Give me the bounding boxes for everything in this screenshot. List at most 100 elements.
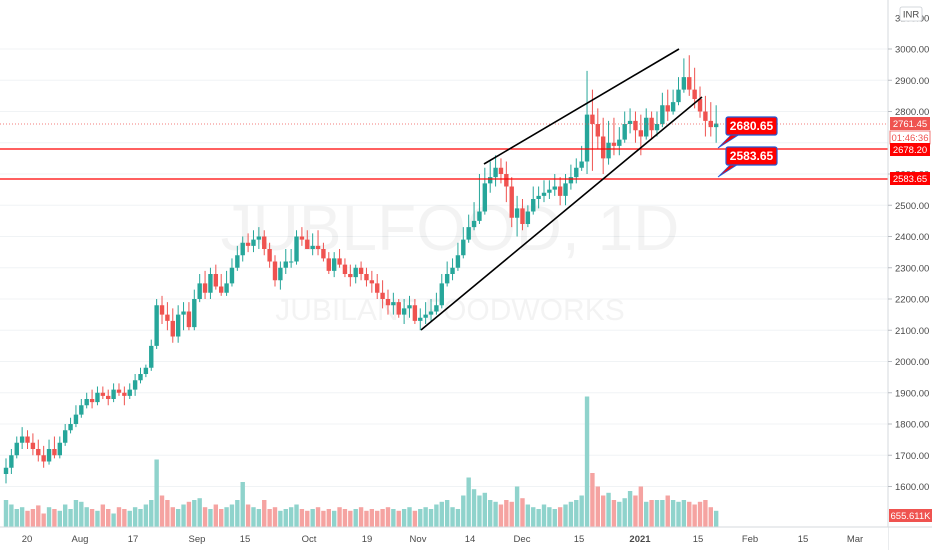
volume-bar [482, 492, 488, 527]
candle-body [310, 245, 315, 249]
candle [181, 302, 186, 331]
volume-bar [197, 498, 202, 527]
candle-body [132, 380, 138, 390]
price-tick-label: 1700.00 [895, 451, 929, 462]
volume-bar [149, 500, 154, 527]
volume-bar [181, 504, 186, 527]
volume-bar [111, 513, 116, 527]
candle [251, 230, 256, 253]
candle-body [444, 274, 450, 284]
candle [262, 230, 267, 256]
volume-bar [525, 504, 531, 527]
candle-body [138, 374, 143, 381]
candle [143, 364, 149, 378]
price-tick-label: 3000.00 [895, 45, 929, 56]
volume-bar [692, 504, 697, 527]
volume-bar [574, 500, 579, 527]
volume-bar [509, 501, 514, 527]
candle [434, 292, 439, 315]
candle-body [369, 280, 375, 284]
candle-body [9, 455, 14, 468]
candle-body [240, 242, 245, 256]
candle-body [396, 302, 401, 315]
candle [62, 424, 68, 446]
currency-button[interactable]: INR [899, 6, 923, 22]
volume-bar [455, 509, 461, 527]
candle-body [19, 436, 25, 443]
callout-2[interactable]: 2583.65 [717, 146, 778, 178]
candle-body [315, 245, 321, 249]
volume-bar [358, 507, 364, 527]
candle-body [423, 314, 428, 318]
candle [267, 242, 272, 268]
trendline-lower[interactable] [420, 96, 703, 331]
price-tick-label: 2900.00 [895, 76, 929, 87]
candle-body [348, 274, 353, 278]
line1-label: 2678.20 [893, 145, 927, 156]
last-price-text: 2761.45 [893, 119, 927, 130]
candle-body [660, 105, 665, 124]
candle-body [498, 167, 504, 174]
volume-bar [633, 495, 638, 527]
volume-bar [611, 500, 617, 527]
volume-bar [278, 510, 283, 527]
candle-body [197, 283, 202, 299]
candle-body [364, 274, 369, 281]
candle-body [89, 399, 95, 403]
candle-body [116, 389, 122, 393]
candle [288, 249, 294, 268]
candle-body [557, 186, 563, 196]
candle [670, 89, 676, 115]
trendline-upper[interactable] [483, 48, 680, 165]
candle-body [380, 292, 385, 299]
volume-bar [369, 509, 375, 527]
candle [337, 249, 342, 268]
candle [186, 302, 192, 331]
candle-body [181, 311, 186, 315]
volume-bar [245, 504, 251, 527]
candle [192, 289, 197, 331]
candle-body [375, 283, 380, 293]
candle-body [418, 317, 423, 321]
candle [687, 55, 692, 96]
candle [219, 274, 224, 296]
candle-body [229, 267, 235, 284]
time-tick-label: Mar [847, 534, 863, 545]
candle-body [30, 442, 36, 449]
candle [697, 86, 703, 118]
candle-body [170, 320, 175, 337]
volume-bar [520, 498, 525, 527]
volume-bar [375, 510, 380, 527]
volume-bar [665, 495, 670, 527]
candle [665, 89, 670, 121]
price-axis-bg [888, 0, 932, 550]
time-axis[interactable]: 20 Aug 17 Sep 15 Oct 19 Nov 14 Dec 15 2021 15 Feb 15 Ma… [22, 534, 863, 545]
volume-bar [493, 501, 498, 527]
candle [326, 252, 331, 274]
candle-body [52, 449, 57, 456]
candle-body [36, 449, 41, 456]
candle-body [95, 392, 100, 403]
candle [401, 299, 407, 324]
candle-body [536, 195, 541, 199]
volume-bar [649, 500, 654, 527]
candle [514, 195, 520, 237]
candle [541, 180, 547, 203]
volume-bar [127, 510, 132, 527]
candle-body [633, 120, 638, 131]
volume-bar [342, 509, 348, 527]
candle-body [41, 455, 46, 462]
volume-bar [364, 510, 369, 527]
candle-body [638, 130, 644, 137]
candle [627, 108, 633, 134]
candle [692, 67, 697, 109]
callout-1[interactable]: 2680.65 [717, 116, 778, 149]
candle [579, 145, 584, 171]
candle-body [149, 345, 154, 368]
candle [36, 439, 41, 462]
candle [25, 430, 30, 449]
candle-body [514, 208, 520, 218]
candle [229, 258, 235, 287]
candle [272, 255, 278, 287]
